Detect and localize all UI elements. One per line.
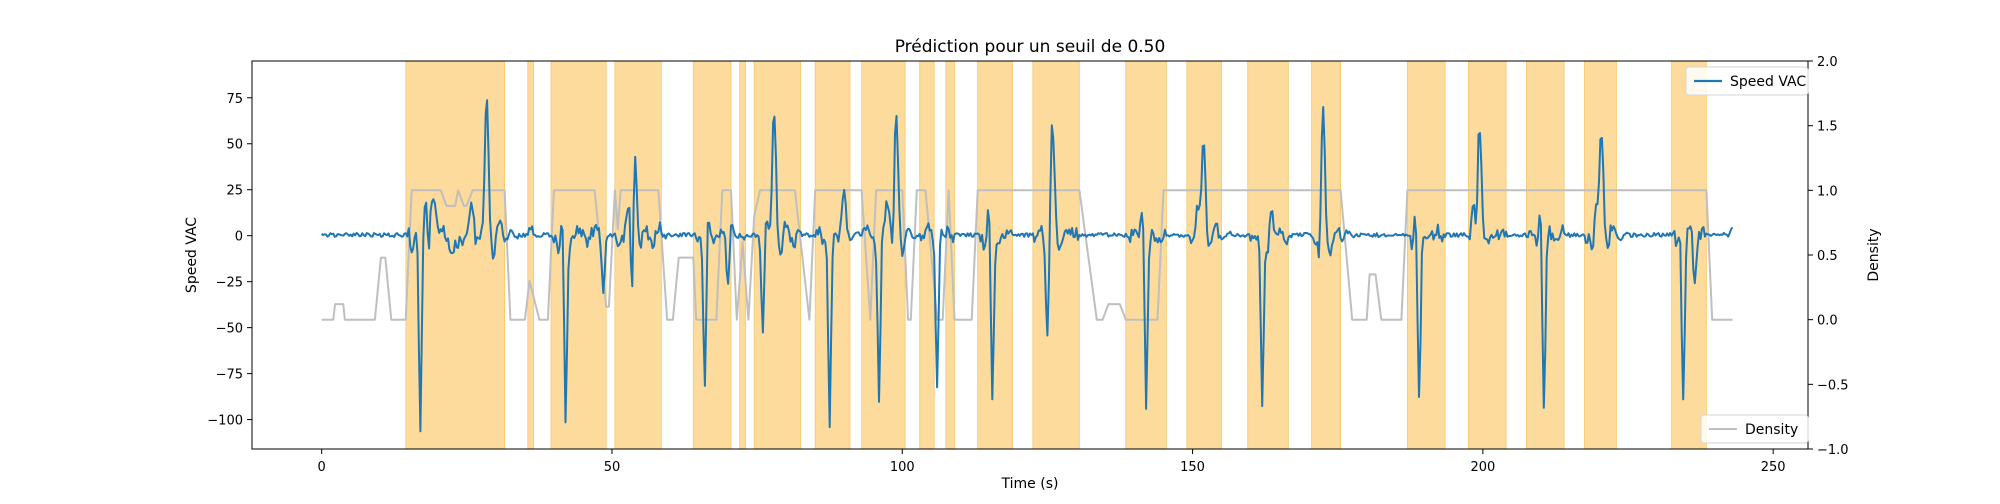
y-axis-label: Speed VAC (184, 217, 200, 293)
highlight-span-16 (1247, 60, 1289, 450)
highlight-span-18 (1407, 60, 1446, 450)
y2-tick-label: 0.0 (1817, 314, 1838, 329)
x-tick-label: 200 (1470, 460, 1495, 475)
highlight-span-4 (614, 60, 662, 450)
highlight-span-19 (1468, 60, 1507, 450)
legend-density: Density (1700, 414, 1809, 444)
highlight-span-11 (945, 60, 955, 450)
y2-tick-label: 2.0 (1817, 55, 1838, 70)
y2-axis-label: Density (1866, 228, 1882, 281)
x-tick-label: 0 (318, 460, 326, 475)
axes: 0 50 100 150 200 2507550250−25−50−75−1002.01.… (207, 55, 1848, 475)
highlight-span-9 (861, 60, 906, 450)
highlight-span-20 (1526, 60, 1565, 450)
y2-tick-label: 0.5 (1817, 249, 1838, 264)
y-tick-label: −100 (207, 414, 243, 429)
highlight-span-17 (1311, 60, 1341, 450)
y-tick-label: 50 (226, 138, 243, 153)
legend-density-box (1700, 414, 1809, 444)
highlight-span-3 (550, 60, 607, 450)
highlight-span-15 (1186, 60, 1223, 450)
density-line (321, 189, 1733, 321)
x-tick-label: 150 (1180, 460, 1205, 475)
legend-speed-label: Speed VAC (1730, 74, 1806, 90)
highlight-span-2 (527, 60, 534, 450)
highlight-span-22 (1671, 60, 1707, 450)
y-tick-label: 0 (235, 230, 243, 245)
x-tick-label: 50 (604, 460, 621, 475)
y2-tick-label: −1.0 (1817, 443, 1849, 458)
y-tick-label: −75 (216, 368, 243, 383)
highlight-span-13 (1032, 60, 1080, 450)
y2-tick-label: −0.5 (1817, 378, 1849, 393)
speed-line (320, 99, 1734, 433)
y-tick-label: 75 (226, 92, 243, 107)
y-tick-label: −50 (216, 322, 243, 337)
x-tick-label: 250 (1761, 460, 1786, 475)
y2-tick-label: 1.0 (1817, 184, 1838, 199)
legend-speed: Speed VAC (1685, 66, 1809, 96)
x-axis-label: Time (s) (1001, 476, 1059, 492)
chart-title: Prédiction pour un seuil de 0.50 (895, 37, 1166, 57)
legend-density-label: Density (1745, 422, 1798, 438)
y-tick-label: 25 (226, 184, 243, 199)
speed-series (320, 99, 1734, 433)
density-series (321, 189, 1733, 321)
legend-speed-box (1685, 66, 1809, 96)
y-tick-label: −25 (216, 276, 243, 291)
highlight-span-21 (1584, 60, 1617, 450)
x-tick-label: 100 (890, 460, 915, 475)
highlight-span-7 (753, 60, 802, 450)
y2-tick-label: 1.5 (1817, 120, 1838, 135)
